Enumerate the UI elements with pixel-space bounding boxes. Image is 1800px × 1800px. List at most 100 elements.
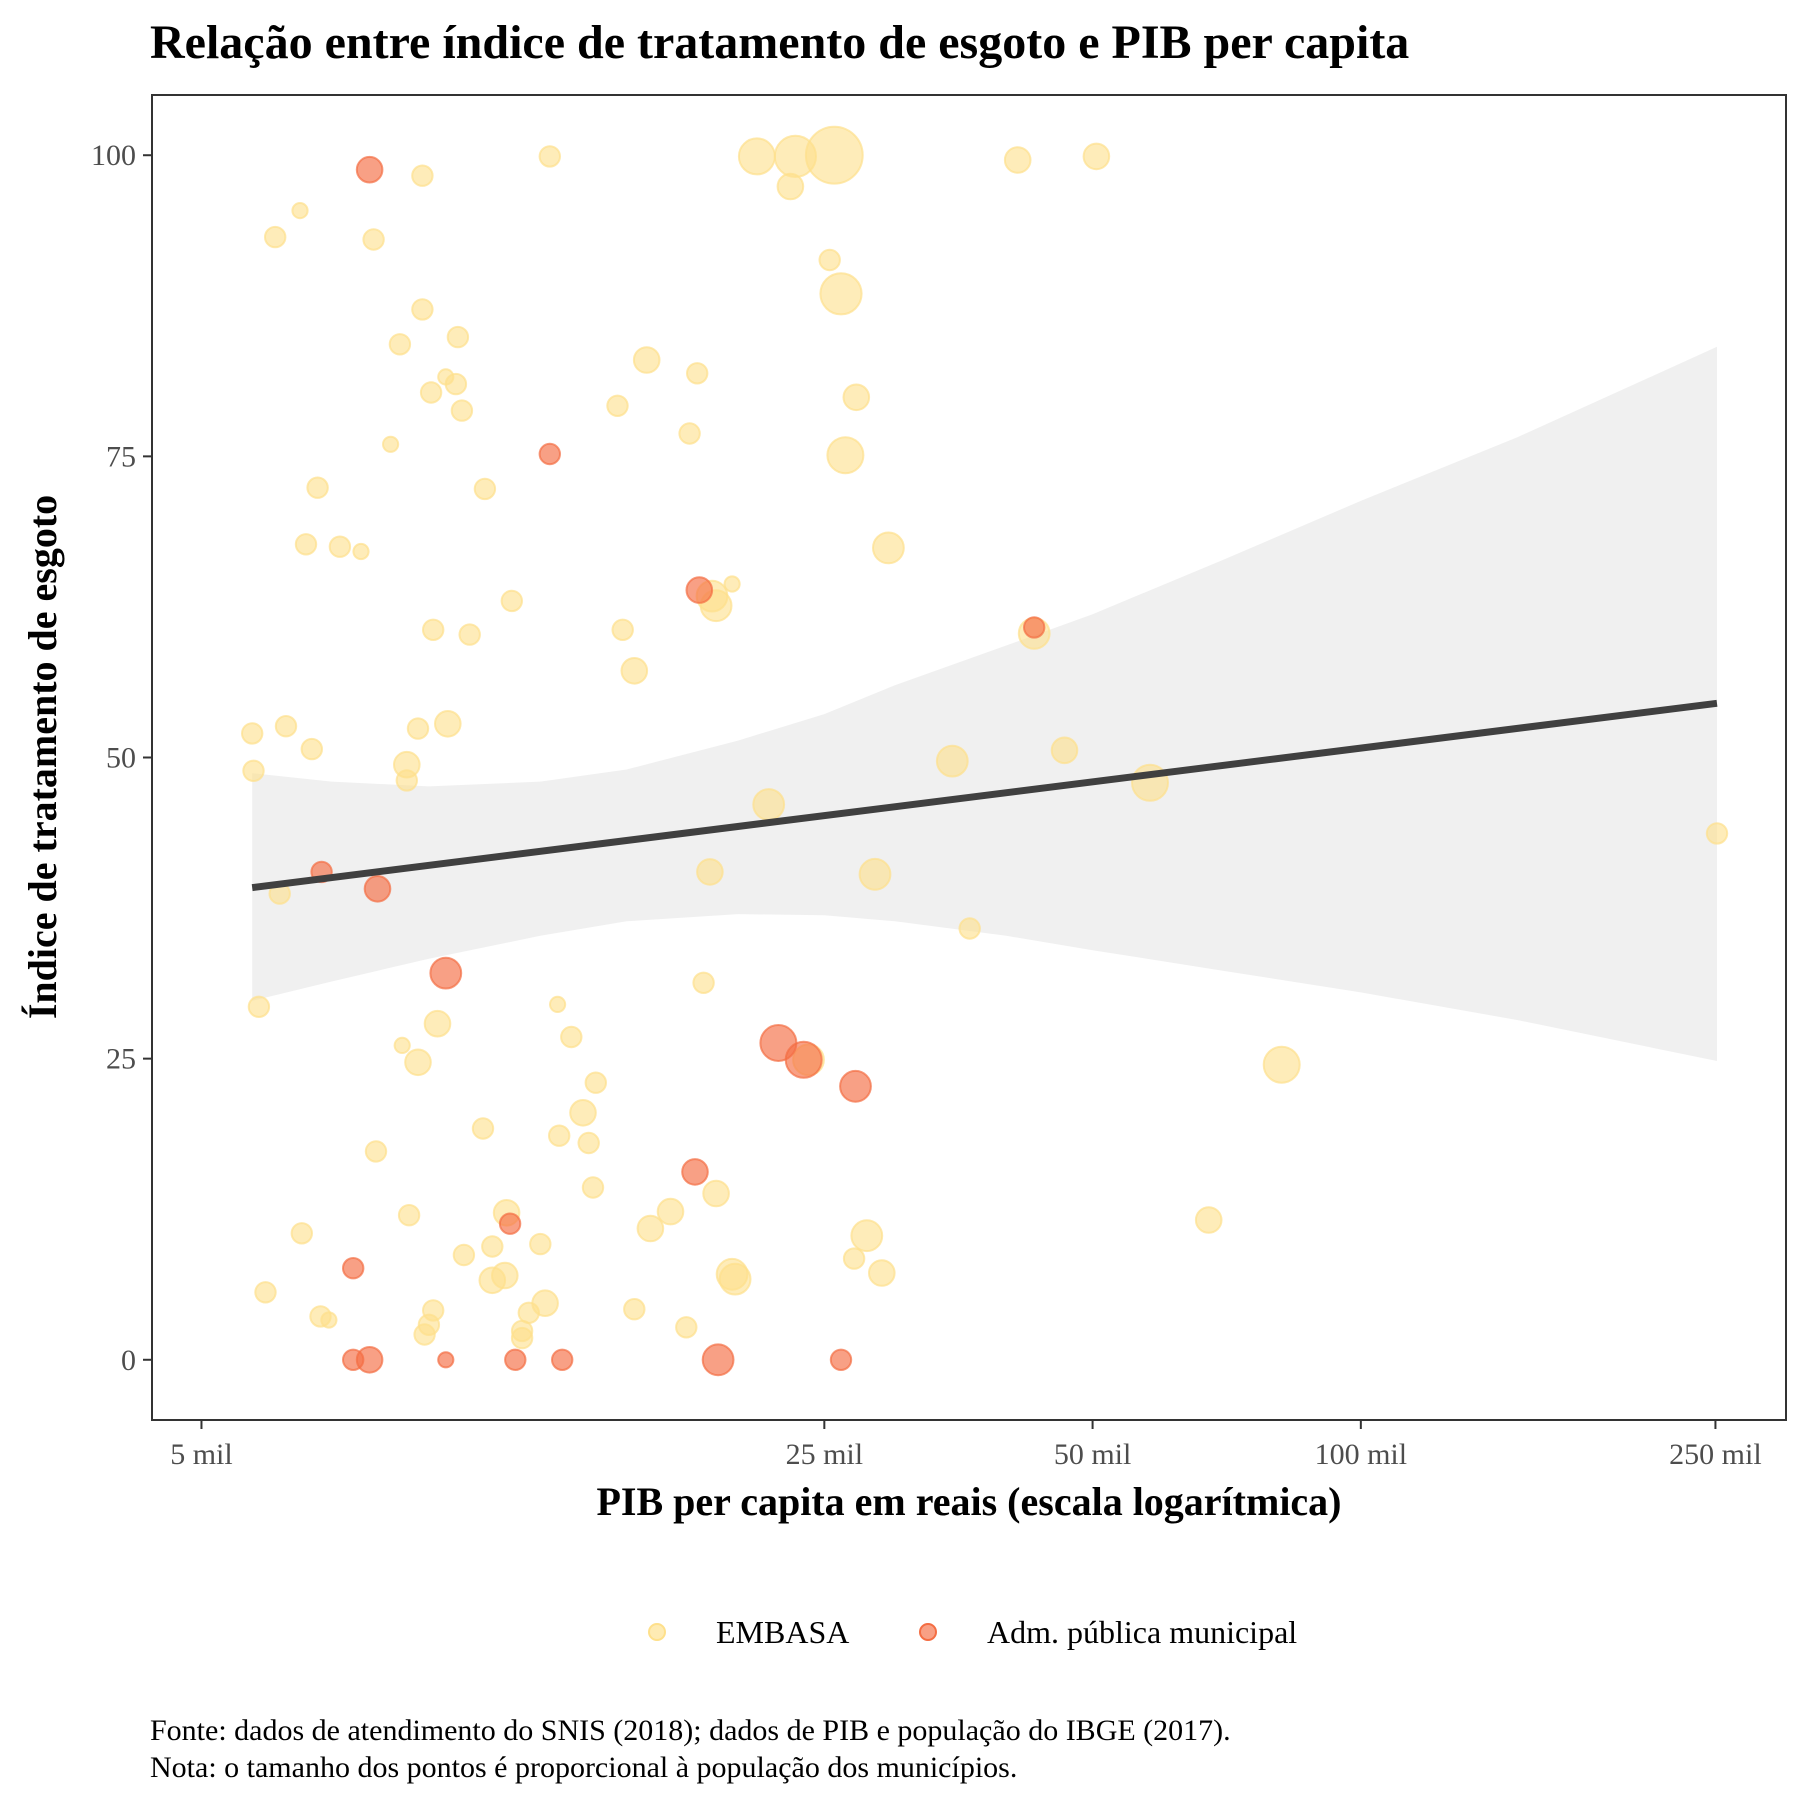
data-point-municipal [829,1348,853,1372]
data-point-embasa [422,618,445,641]
legend-key-municipal [919,1623,937,1641]
plot-panel [151,94,1787,1421]
data-point-embasa [393,1036,411,1055]
data-point-municipal [437,1351,455,1369]
data-point-municipal [701,1343,735,1377]
data-point-embasa [678,422,701,445]
data-point-embasa [450,399,474,422]
data-point-embasa [723,575,741,593]
confidence-band [252,346,1718,1061]
data-point-embasa [274,715,298,738]
data-point-embasa [935,744,969,778]
data-point-embasa [328,535,352,558]
data-point-embasa [718,1262,752,1296]
data-point-municipal [1022,616,1046,639]
trend-line-layer [251,699,1718,892]
data-point-embasa [404,1048,432,1077]
y-tick-label: 0 [121,1344,136,1377]
data-point-embasa [362,228,385,251]
data-point-embasa [254,1281,277,1304]
data-point-municipal [363,875,392,903]
data-point-municipal [538,442,561,466]
data-point-embasa [300,737,323,761]
data-point-embasa [529,1232,552,1256]
data-point-embasa [242,759,265,782]
data-point-embasa [352,542,370,561]
data-point-embasa [702,1179,730,1208]
data-point-embasa [577,1131,600,1155]
data-point-embasa [696,858,724,886]
data-point-embasa [264,225,287,249]
data-point-embasa [752,788,786,821]
x-tick-label: 5 mil [170,1438,233,1471]
data-point-embasa [1003,146,1032,174]
y-axis-title: Índice de tratamento de esgoto [20,495,65,1019]
data-point-embasa [560,1025,583,1049]
data-point-embasa [1194,1206,1223,1234]
data-point-embasa [500,589,523,613]
data-point-embasa [606,394,629,417]
data-point-embasa [872,531,905,565]
data-point-embasa [692,971,715,994]
data-point-embasa [686,362,709,385]
data-point-embasa [320,1311,338,1329]
data-point-embasa [620,657,649,685]
data-point-embasa [397,1204,421,1227]
data-point-embasa [382,435,400,453]
data-point-embasa [842,383,871,412]
data-point-embasa [584,1071,607,1094]
y-tick-label: 25 [106,1043,136,1076]
data-point-embasa [531,1289,559,1317]
data-point-embasa [491,1261,519,1290]
data-point-embasa [458,623,481,646]
data-point-embasa [481,1235,504,1258]
x-tick-label: 50 mil [1054,1438,1132,1471]
data-point-embasa [549,995,567,1014]
data-point-embasa [623,1298,646,1321]
data-point-embasa [452,1243,476,1267]
data-point-embasa [850,1219,884,1253]
data-point-embasa [1050,736,1079,765]
data-point-municipal [355,155,384,184]
x-tick-label: 250 mil [1669,1438,1762,1471]
data-point-embasa [636,1214,665,1243]
data-point-embasa [364,1140,388,1163]
data-point-municipal [839,1069,872,1103]
data-point-embasa [434,710,462,738]
data-point-embasa [411,164,434,187]
data-point-embasa [419,381,443,404]
data-point-embasa [804,125,864,185]
data-point-embasa [958,917,981,940]
data-point-municipal [429,956,463,990]
legend-key-embasa [648,1623,666,1641]
data-point-embasa [411,298,434,321]
legend-label-embasa: EMBASA [716,1614,849,1650]
chart-title: Relação entre índice de tratamento de es… [150,16,1409,69]
data-point-embasa [632,346,661,374]
data-point-embasa [842,1247,866,1270]
data-point-embasa [826,436,865,475]
data-point-embasa [819,272,863,316]
data-point-embasa [471,1117,495,1140]
data-point-embasa [406,717,430,740]
data-point-municipal [498,1212,522,1235]
data-point-embasa [395,769,418,792]
data-point-embasa [294,533,318,556]
data-point-embasa [611,618,634,641]
data-point-embasa [241,722,264,745]
data-point-embasa [247,995,271,1018]
data-point-embasa [675,1316,698,1339]
y-tick-label: 100 [91,139,136,172]
confidence-band-layer [252,346,1718,1061]
data-point-embasa [306,476,329,499]
data-point-embasa [422,1299,445,1322]
data-point-municipal [342,1257,365,1280]
legend: EMBASA Adm. pública municipal [648,1614,1297,1650]
data-point-embasa [1082,142,1111,171]
data-point-municipal [355,1346,384,1374]
data-point-embasa [569,1099,597,1127]
data-point-embasa [538,145,561,168]
y-tick-label: 75 [106,440,136,473]
data-point-embasa [388,333,412,356]
